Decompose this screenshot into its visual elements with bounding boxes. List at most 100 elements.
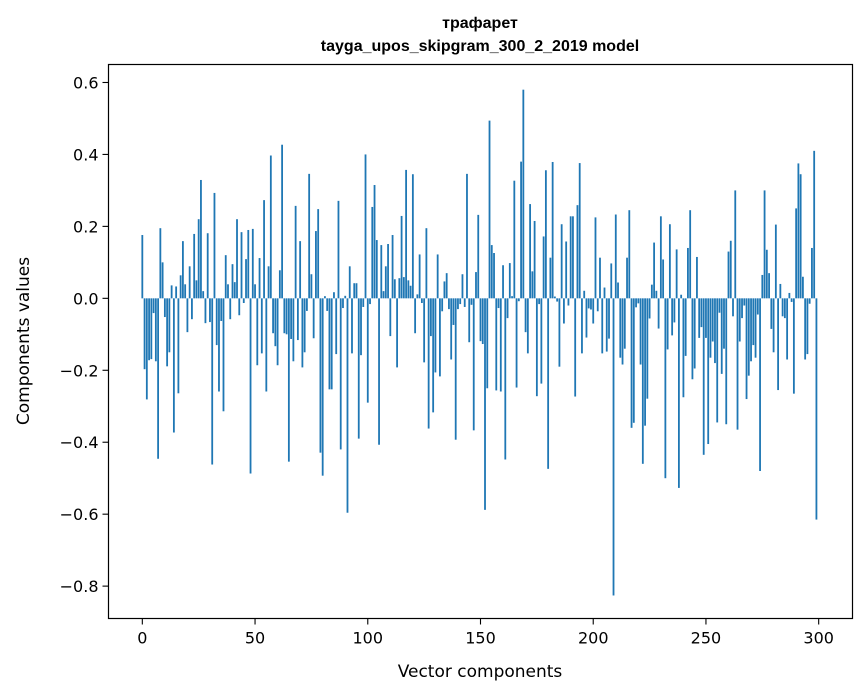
bar bbox=[362, 298, 365, 307]
bar bbox=[398, 278, 401, 299]
bar bbox=[274, 298, 277, 347]
x-tick-label: 200 bbox=[578, 629, 609, 648]
bar bbox=[272, 298, 274, 334]
bar bbox=[191, 298, 193, 320]
bar bbox=[677, 298, 680, 488]
bar bbox=[484, 298, 486, 510]
bar bbox=[380, 245, 383, 299]
bar bbox=[231, 264, 234, 299]
x-tick-label: 150 bbox=[465, 629, 496, 648]
bar bbox=[324, 296, 326, 299]
bar bbox=[779, 283, 782, 299]
bar bbox=[754, 298, 757, 358]
bar bbox=[389, 298, 392, 337]
bar bbox=[673, 298, 676, 323]
bar bbox=[540, 298, 543, 384]
bar bbox=[452, 298, 455, 325]
bar bbox=[666, 298, 669, 350]
bar bbox=[445, 273, 448, 299]
bar bbox=[175, 286, 178, 299]
bar bbox=[157, 298, 160, 459]
bar bbox=[576, 205, 579, 299]
bar bbox=[179, 275, 182, 299]
bar bbox=[581, 298, 583, 354]
bar bbox=[763, 190, 766, 299]
bar bbox=[538, 298, 541, 305]
bar bbox=[348, 266, 351, 299]
bar bbox=[436, 254, 439, 299]
bar bbox=[220, 298, 223, 321]
bar bbox=[249, 298, 252, 474]
bar bbox=[172, 298, 175, 433]
bar bbox=[251, 228, 254, 299]
bar bbox=[772, 298, 775, 353]
bar bbox=[301, 298, 304, 368]
bar bbox=[587, 298, 590, 309]
bar bbox=[197, 219, 200, 299]
bar bbox=[732, 298, 734, 317]
bar bbox=[472, 298, 475, 431]
bar bbox=[781, 298, 784, 317]
bar bbox=[344, 295, 347, 299]
bar bbox=[680, 294, 683, 299]
bar bbox=[488, 120, 491, 299]
bar bbox=[558, 298, 561, 367]
bar bbox=[391, 235, 394, 299]
bar bbox=[569, 216, 572, 299]
bar bbox=[229, 298, 232, 320]
bar bbox=[479, 298, 482, 342]
bar bbox=[400, 215, 403, 299]
bar bbox=[461, 274, 464, 299]
bar bbox=[718, 298, 721, 313]
x-tick-label: 250 bbox=[691, 629, 722, 648]
bar bbox=[601, 298, 604, 354]
bar bbox=[310, 274, 313, 299]
x-axis-ticks: 0 50 100 150 200 250 300 bbox=[137, 618, 834, 648]
bar bbox=[623, 298, 626, 349]
bar bbox=[747, 298, 750, 376]
bar bbox=[795, 208, 798, 299]
bar bbox=[497, 298, 500, 309]
bar bbox=[572, 216, 574, 299]
bar bbox=[720, 298, 723, 374]
bar bbox=[150, 298, 153, 360]
bar bbox=[296, 298, 299, 341]
bar bbox=[783, 298, 786, 319]
bar bbox=[691, 298, 694, 380]
bar bbox=[765, 249, 768, 299]
bar bbox=[454, 298, 457, 440]
bar bbox=[504, 298, 507, 460]
bar bbox=[725, 298, 728, 425]
bar bbox=[443, 281, 446, 299]
bar bbox=[145, 298, 148, 400]
x-tick-label: 100 bbox=[352, 629, 383, 648]
bar bbox=[425, 228, 428, 299]
bar bbox=[402, 277, 405, 299]
bar bbox=[547, 298, 550, 469]
bar bbox=[317, 209, 320, 299]
bar bbox=[168, 298, 171, 353]
y-tick-label: 0.6 bbox=[73, 73, 98, 92]
bar bbox=[632, 298, 635, 423]
bar bbox=[808, 298, 811, 304]
bar bbox=[687, 247, 689, 299]
bar bbox=[705, 298, 707, 338]
bar bbox=[770, 298, 773, 329]
bar bbox=[486, 298, 489, 389]
bar bbox=[418, 254, 421, 299]
bar bbox=[502, 265, 504, 299]
bar bbox=[477, 214, 480, 299]
bar bbox=[662, 259, 665, 299]
bar bbox=[333, 292, 335, 299]
bar bbox=[315, 231, 317, 299]
bar bbox=[148, 298, 150, 361]
bar bbox=[177, 298, 180, 394]
bar bbox=[768, 273, 770, 299]
y-tick-label: −0.6 bbox=[60, 505, 99, 524]
bar bbox=[378, 298, 380, 445]
bar bbox=[441, 298, 444, 312]
bar bbox=[549, 257, 552, 299]
bar bbox=[215, 298, 218, 346]
bar bbox=[700, 298, 703, 328]
bar bbox=[813, 150, 816, 299]
